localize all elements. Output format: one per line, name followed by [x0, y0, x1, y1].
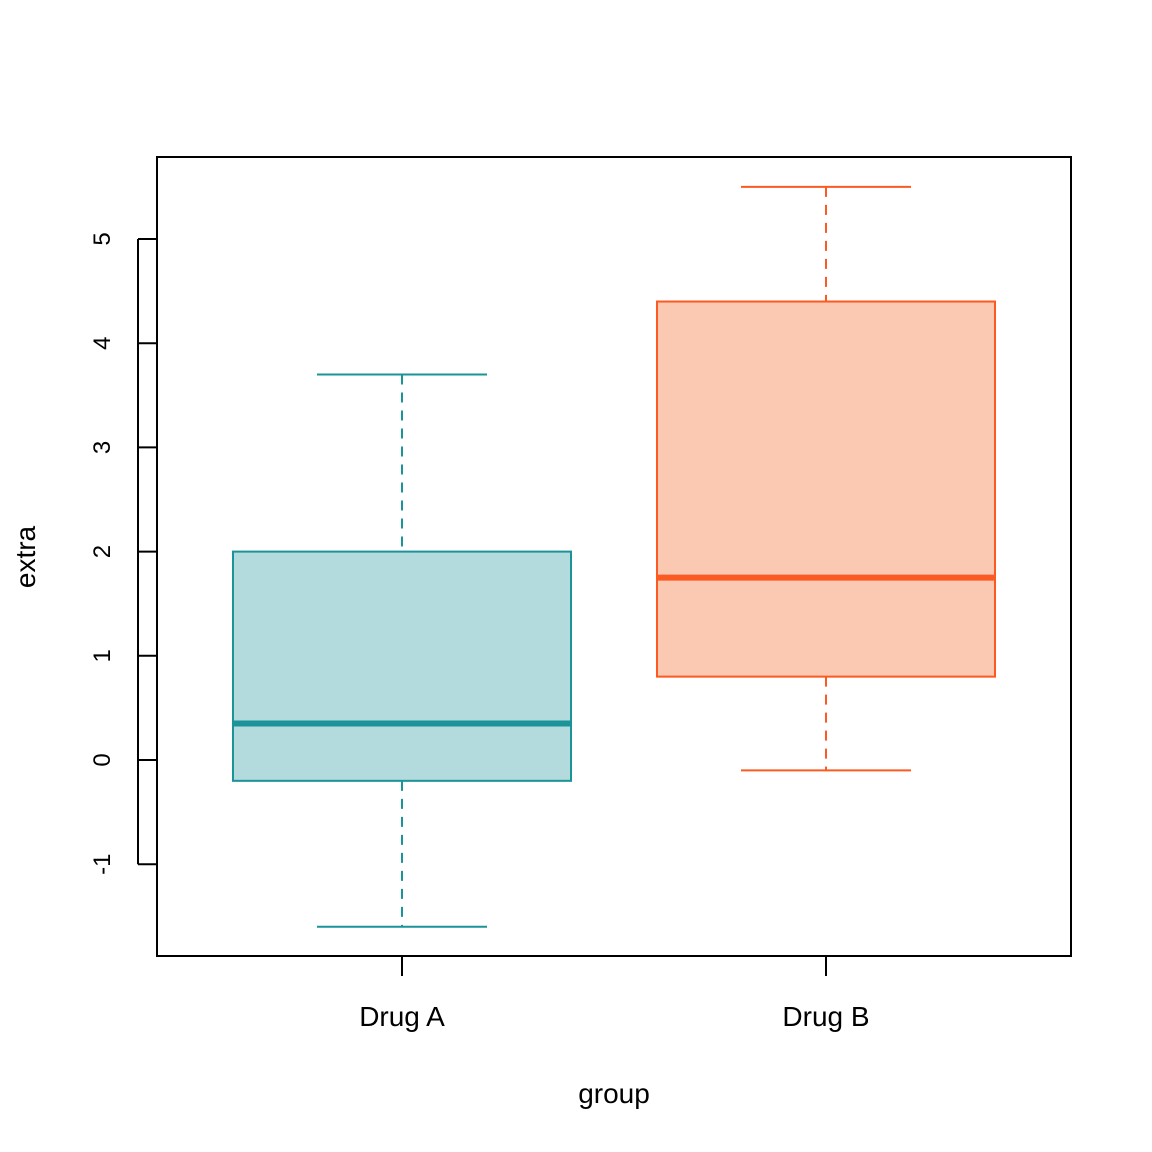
box-drug-b	[656, 185, 996, 772]
x-axis: Drug A Drug B	[359, 956, 870, 1032]
iqr-box	[232, 550, 572, 782]
y-axis-title: extra	[10, 525, 41, 588]
y-tick-label: 0	[89, 753, 116, 766]
x-tick-label: Drug A	[359, 1001, 445, 1032]
y-tick-label: 3	[89, 441, 116, 454]
x-tick-label: Drug B	[782, 1001, 869, 1032]
y-axis: -1 0 1 2 3 4 5	[89, 232, 157, 875]
boxes-group	[232, 185, 996, 928]
plot-frame	[156, 156, 1072, 957]
y-tick-label: 2	[89, 545, 116, 558]
box-drug-a	[232, 373, 572, 928]
x-axis-title: group	[578, 1078, 650, 1109]
y-tick-label: 4	[89, 337, 116, 350]
iqr-box	[656, 300, 996, 678]
y-tick-label: 1	[89, 649, 116, 662]
y-tick-label: -1	[89, 854, 116, 875]
y-tick-label: 5	[89, 232, 116, 245]
